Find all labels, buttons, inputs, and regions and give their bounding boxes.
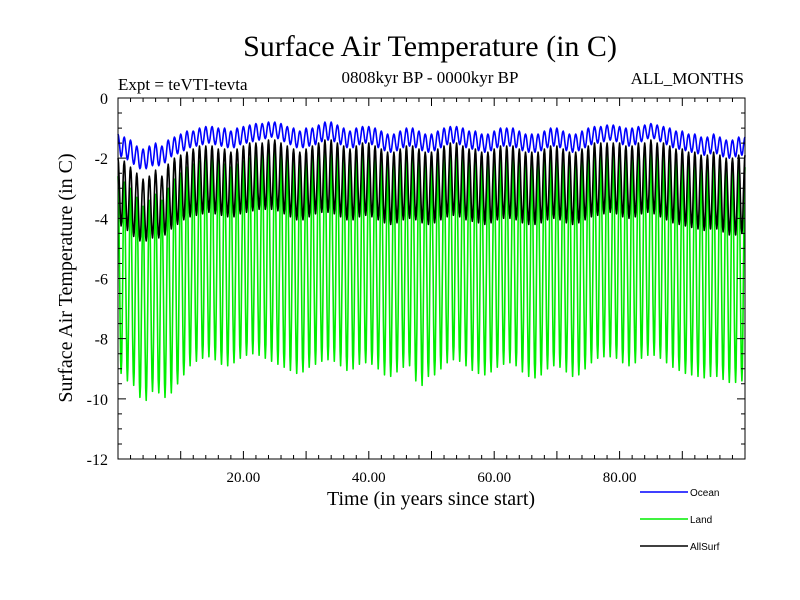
- y-tick-label: -8: [95, 332, 108, 349]
- x-tick-label: 80.00: [603, 470, 637, 486]
- y-axis-label: Surface Air Temperature (in C): [55, 153, 77, 402]
- x-tick-labels: 20.00 40.00 60.00 80.00: [227, 470, 637, 486]
- series-line-ocean: [117, 121, 746, 170]
- legend: Ocean Land AllSurf: [640, 488, 720, 553]
- series-lines: [117, 121, 746, 402]
- chart-subtitle: 0808kyr BP - 0000kyr BP: [342, 68, 519, 87]
- y-tick-label: -10: [87, 392, 108, 409]
- months-label: ALL_MONTHS: [631, 69, 744, 88]
- y-tick-labels: 0 -2 -4 -6 -8 -10 -12: [87, 91, 108, 469]
- y-tick-label: -6: [95, 272, 108, 289]
- chart-title: Surface Air Temperature (in C): [243, 30, 617, 63]
- legend-label-allsurf: AllSurf: [690, 542, 720, 553]
- y-tick-label: -4: [95, 211, 108, 228]
- y-tick-label: 0: [100, 91, 108, 108]
- x-axis-label: Time (in years since start): [327, 488, 535, 510]
- experiment-label: Expt = teVTI-tevta: [118, 75, 248, 94]
- y-tick-label: -2: [95, 151, 108, 168]
- series-line-land: [117, 148, 746, 402]
- legend-label-ocean: Ocean: [690, 488, 719, 499]
- y-tick-label: -12: [87, 452, 108, 469]
- x-tick-label: 40.00: [352, 470, 386, 486]
- x-tick-label: 60.00: [477, 470, 511, 486]
- series-line-allsurf: [117, 139, 746, 242]
- axis-ticks: [117, 97, 746, 460]
- tick-marks: [117, 97, 746, 460]
- x-tick-label: 20.00: [227, 470, 261, 486]
- legend-label-land: Land: [690, 515, 712, 526]
